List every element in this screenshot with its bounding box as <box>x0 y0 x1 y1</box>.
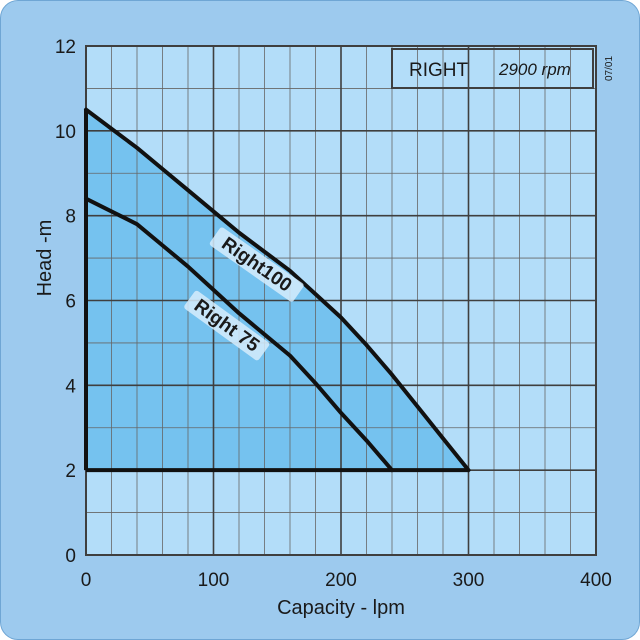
x-axis-title: Capacity - lpm <box>277 597 405 619</box>
curves <box>84 107 471 473</box>
y-tick-label: 8 <box>65 207 76 228</box>
date-code: 07/01 <box>604 56 615 81</box>
legend-box <box>391 48 594 89</box>
legend: RIGHT 2900 rpm <box>391 48 594 89</box>
legend-speed: 2900 rpm <box>498 60 571 79</box>
curve-label-halo <box>184 290 270 361</box>
y-tick-label: 10 <box>55 122 76 143</box>
x-tick-label: 100 <box>198 570 230 591</box>
series-line-1 <box>84 196 394 473</box>
y-tick-label: 4 <box>65 376 76 397</box>
legend-model: RIGHT <box>409 60 469 81</box>
x-tick-label: 300 <box>453 570 485 591</box>
curve-label-halo <box>209 227 304 302</box>
tick-labels: 0 100 200 300 400 0 2 4 6 8 10 12 <box>55 37 612 591</box>
x-tick-label: 400 <box>580 570 612 591</box>
series-line-0 <box>84 107 471 473</box>
x-tick-label: 200 <box>325 570 357 591</box>
y-tick-label: 6 <box>65 292 76 313</box>
y-axis-title: Head -m <box>34 220 56 297</box>
y-tick-label: 0 <box>65 546 76 567</box>
y-tick-label: 2 <box>65 461 76 482</box>
y-tick-label: 12 <box>55 37 76 58</box>
x-tick-label: 0 <box>81 570 92 591</box>
